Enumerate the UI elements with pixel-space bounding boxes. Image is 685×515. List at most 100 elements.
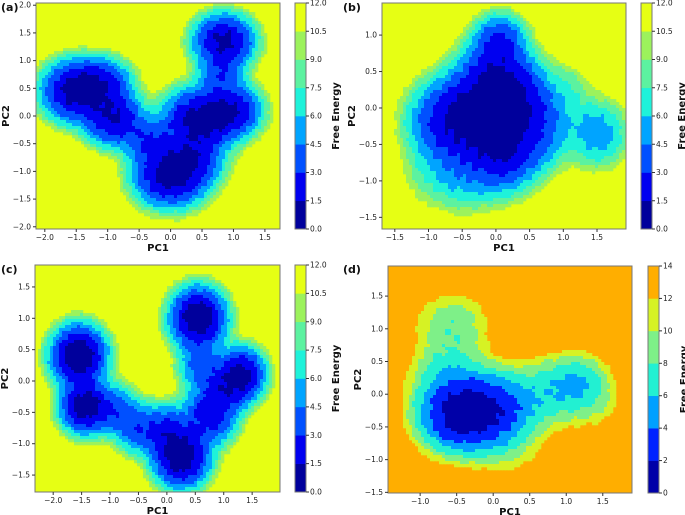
contour-cell — [571, 81, 575, 85]
contour-cell — [84, 141, 88, 145]
contour-cell — [475, 18, 479, 22]
contour-cell — [541, 60, 545, 64]
contour-cell — [577, 108, 581, 112]
contour-cell — [96, 69, 100, 73]
contour-cell — [180, 189, 184, 193]
contour-cell — [484, 84, 488, 88]
contour-cell — [57, 63, 61, 67]
panel-label: (a) — [1, 1, 18, 14]
contour-cell — [99, 78, 103, 82]
contour-cell — [189, 210, 193, 214]
contour-cell — [189, 24, 193, 28]
contour-cell — [469, 30, 473, 34]
contour-cell — [234, 57, 238, 61]
contour-cell — [183, 123, 187, 127]
contour-cell — [174, 105, 178, 109]
contour-cell — [93, 120, 97, 124]
contour-cell — [174, 102, 178, 106]
contour-cell — [111, 78, 115, 82]
contour-cell — [138, 105, 142, 109]
contour-cell — [66, 123, 70, 127]
contour-cell — [249, 48, 253, 52]
contour-cell — [123, 105, 127, 109]
contour-cell — [144, 135, 148, 139]
contour-cell — [505, 18, 509, 22]
contour-cell — [111, 120, 115, 124]
contour-cell — [240, 126, 244, 130]
contour-cell — [207, 165, 211, 169]
contour-cell — [138, 150, 142, 154]
contour-cell — [424, 75, 428, 79]
contour-cell — [180, 120, 184, 124]
contour-cell — [481, 48, 485, 52]
contour-cell — [409, 105, 413, 109]
contour-cell — [168, 213, 172, 217]
contour-cell — [195, 126, 199, 130]
contour-cell — [430, 84, 434, 88]
contour-cell — [213, 99, 217, 103]
contour-cell — [99, 153, 103, 157]
contour-cell — [75, 120, 79, 124]
contour-cell — [475, 108, 479, 112]
contour-cell — [544, 105, 548, 109]
contour-cell — [478, 90, 482, 94]
contour-cell — [421, 72, 425, 76]
contour-cell — [210, 63, 214, 67]
contour-cell — [168, 99, 172, 103]
contour-cell — [487, 51, 491, 55]
contour-cell — [466, 57, 470, 61]
contour-cell — [439, 90, 443, 94]
contour-cell — [258, 105, 262, 109]
contour-cell — [228, 42, 232, 46]
contour-cell — [111, 138, 115, 142]
contour-cell — [123, 90, 127, 94]
contour-cell — [135, 120, 139, 124]
contour-cell — [186, 174, 190, 178]
contour-cell — [66, 108, 70, 112]
contour-cell — [153, 102, 157, 106]
contour-cell — [60, 69, 64, 73]
contour-cell — [135, 165, 139, 169]
contour-cell — [213, 33, 217, 37]
contour-cell — [192, 186, 196, 190]
contour-cell — [463, 30, 467, 34]
contour-cell — [168, 108, 172, 112]
contour-cell — [99, 69, 103, 73]
contour-cell — [120, 162, 124, 166]
contour-cell — [120, 84, 124, 88]
contour-cell — [171, 216, 175, 220]
contour-cell — [186, 189, 190, 193]
contour-cell — [147, 108, 151, 112]
contour-cell — [541, 105, 545, 109]
contour-cell — [96, 141, 100, 145]
contour-cell — [237, 156, 241, 160]
contour-cell — [469, 87, 473, 91]
contour-cell — [442, 108, 446, 112]
contour-cell — [195, 105, 199, 109]
contour-cell — [165, 105, 169, 109]
contour-cell — [246, 138, 250, 142]
contour-cell — [114, 66, 118, 70]
contour-cell — [144, 177, 148, 181]
contour-cell — [240, 48, 244, 52]
contour-cell — [96, 51, 100, 55]
contour-cell — [225, 102, 229, 106]
contour-cell — [517, 84, 521, 88]
contour-cell — [478, 63, 482, 67]
contour-cell — [502, 6, 506, 10]
contour-cell — [532, 39, 536, 43]
contour-cell — [36, 114, 40, 118]
contour-cell — [78, 99, 82, 103]
contour-cell — [93, 108, 97, 112]
contour-cell — [249, 120, 253, 124]
contour-cell — [120, 66, 124, 70]
contour-cell — [436, 69, 440, 73]
contour-cell — [418, 105, 422, 109]
contour-cell — [141, 93, 145, 97]
contour-cell — [499, 12, 503, 16]
contour-cell — [201, 177, 205, 181]
contour-cell — [228, 36, 232, 40]
contour-cell — [508, 90, 512, 94]
contour-cell — [514, 27, 518, 31]
contour-cell — [421, 81, 425, 85]
